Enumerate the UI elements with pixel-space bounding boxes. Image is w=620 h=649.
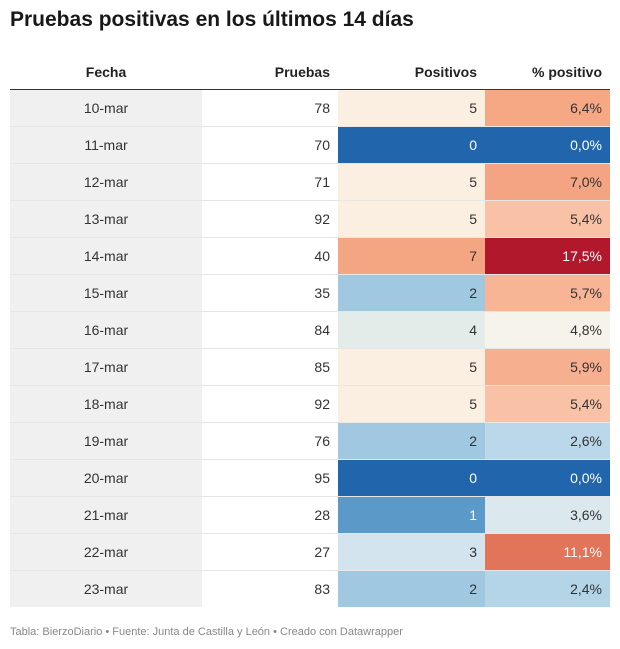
cell-positivos: 5 [338, 200, 485, 238]
cell-porcentaje-positivo: 5,4% [485, 385, 610, 423]
cell-pruebas: 40 [202, 237, 338, 275]
cell-porcentaje-positivo: 5,7% [485, 274, 610, 312]
table-row: 10-mar 78 5 6,4% [10, 89, 610, 127]
cell-porcentaje-positivo: 7,0% [485, 163, 610, 201]
cell-positivos: 0 [338, 459, 485, 497]
cell-pruebas: 78 [202, 89, 338, 127]
cell-porcentaje-positivo: 2,6% [485, 422, 610, 460]
cell-pruebas: 35 [202, 274, 338, 312]
cell-pruebas: 28 [202, 496, 338, 534]
cell-pruebas: 27 [202, 533, 338, 571]
column-header-positivos[interactable]: Positivos [338, 55, 485, 90]
cell-fecha: 19-mar [10, 422, 202, 460]
cell-fecha: 14-mar [10, 237, 202, 275]
table-row: 11-mar 70 0 0,0% [10, 126, 610, 164]
table-row: 23-mar 83 2 2,4% [10, 570, 610, 607]
cell-pruebas: 76 [202, 422, 338, 460]
cell-pruebas: 84 [202, 311, 338, 349]
cell-positivos: 7 [338, 237, 485, 275]
cell-fecha: 18-mar [10, 385, 202, 423]
cell-fecha: 13-mar [10, 200, 202, 238]
cell-positivos: 1 [338, 496, 485, 534]
cell-positivos: 2 [338, 422, 485, 460]
cell-positivos: 4 [338, 311, 485, 349]
cell-fecha: 11-mar [10, 126, 202, 164]
cell-fecha: 15-mar [10, 274, 202, 312]
cell-fecha: 20-mar [10, 459, 202, 497]
cell-fecha: 17-mar [10, 348, 202, 386]
column-header-fecha[interactable]: Fecha [10, 55, 202, 90]
cell-pruebas: 85 [202, 348, 338, 386]
cell-pruebas: 71 [202, 163, 338, 201]
table-row: 18-mar 92 5 5,4% [10, 385, 610, 423]
chart-title: Pruebas positivas en los últimos 14 días [10, 8, 414, 31]
cell-positivos: 2 [338, 274, 485, 312]
table-row: 22-mar 27 3 11,1% [10, 533, 610, 571]
cell-fecha: 16-mar [10, 311, 202, 349]
table-row: 12-mar 71 5 7,0% [10, 163, 610, 201]
cell-porcentaje-positivo: 17,5% [485, 237, 610, 275]
cell-porcentaje-positivo: 5,9% [485, 348, 610, 386]
cell-pruebas: 70 [202, 126, 338, 164]
cell-positivos: 5 [338, 348, 485, 386]
source-footer: Tabla: BierzoDiario • Fuente: Junta de C… [10, 626, 403, 638]
table-body: 10-mar 78 5 6,4% 11-mar 70 0 0,0% 12-mar 71 5 7,0% 1… [10, 89, 610, 607]
table-row: 15-mar 35 2 5,7% [10, 274, 610, 312]
table-row: 14-mar 40 7 17,5% [10, 237, 610, 275]
data-table: Fecha Pruebas Positivos % positivo 10-ma… [10, 55, 610, 607]
cell-porcentaje-positivo: 0,0% [485, 126, 610, 164]
cell-fecha: 22-mar [10, 533, 202, 571]
cell-pruebas: 83 [314, 581, 330, 597]
column-header-pruebas[interactable]: Pruebas [202, 55, 338, 90]
cell-positivos: 2 [338, 570, 485, 607]
cell-positivos: 5 [338, 385, 485, 423]
cell-porcentaje-positivo: 5,4% [485, 200, 610, 238]
cell-positivos: 3 [338, 533, 485, 571]
cell-positivos: 5 [338, 89, 485, 127]
header-row: Fecha Pruebas Positivos % positivo [10, 55, 610, 90]
cell-positivos: 5 [338, 163, 485, 201]
cell-porcentaje-positivo: 4,8% [485, 311, 610, 349]
table-row: 13-mar 92 5 5,4% [10, 200, 610, 238]
table-row: 19-mar 76 2 2,6% [10, 422, 610, 460]
table-row: 20-mar 95 0 0,0% [10, 459, 610, 497]
cell-pruebas: 92 [202, 385, 338, 423]
cell-positivos: 0 [338, 126, 485, 164]
cell-porcentaje-positivo: 3,6% [485, 496, 610, 534]
cell-fecha: 10-mar [10, 89, 202, 127]
column-header-porcentaje-positivo[interactable]: % positivo [485, 55, 610, 90]
cell-fecha: 21-mar [10, 496, 202, 534]
cell-fecha: 12-mar [10, 163, 202, 201]
table-row: 16-mar 84 4 4,8% [10, 311, 610, 349]
cell-pruebas: 95 [202, 459, 338, 497]
cell-porcentaje-positivo: 6,4% [485, 89, 610, 127]
cell-porcentaje-positivo: 11,1% [485, 533, 610, 571]
table-row: 17-mar 85 5 5,9% [10, 348, 610, 386]
cell-porcentaje-positivo: 2,4% [485, 570, 610, 607]
cell-porcentaje-positivo: 0,0% [485, 459, 610, 497]
table-row: 21-mar 28 1 3,6% [10, 496, 610, 534]
cell-pruebas: 92 [202, 200, 338, 238]
cell-fecha: 23-mar [10, 570, 202, 607]
